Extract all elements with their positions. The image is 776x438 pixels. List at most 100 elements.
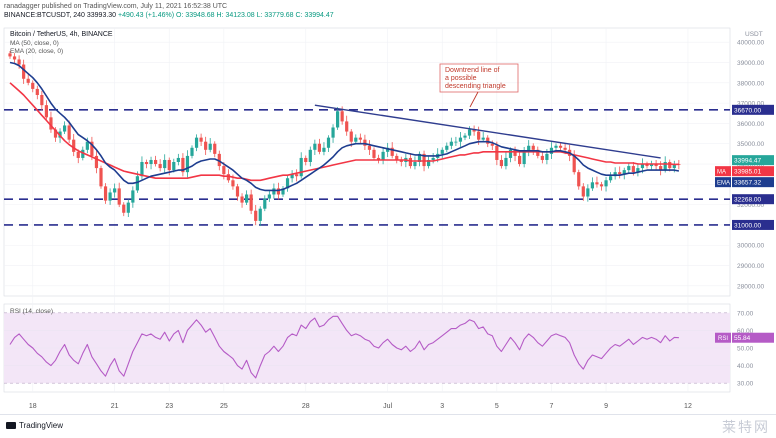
candle-body[interactable] <box>217 153 221 167</box>
candle-body[interactable] <box>563 147 567 150</box>
candle-body[interactable] <box>108 192 112 201</box>
candle-body[interactable] <box>231 180 235 187</box>
candle-body[interactable] <box>358 137 362 140</box>
candle-body[interactable] <box>103 186 108 201</box>
candle-body[interactable] <box>172 162 176 171</box>
candle-body[interactable] <box>481 137 485 140</box>
candle-body[interactable] <box>572 155 576 173</box>
candle-body[interactable] <box>8 53 12 57</box>
candle-body[interactable] <box>26 78 30 83</box>
candle-body[interactable] <box>281 188 285 195</box>
candle-body[interactable] <box>545 153 549 160</box>
candle-body[interactable] <box>163 159 167 169</box>
candle-body[interactable] <box>477 131 481 140</box>
candle-body[interactable] <box>322 147 326 152</box>
candle-body[interactable] <box>558 145 563 148</box>
candle-body[interactable] <box>249 194 253 211</box>
candle-body[interactable] <box>504 157 508 167</box>
downtrend-line[interactable] <box>314 104 661 159</box>
candle-body[interactable] <box>81 149 85 158</box>
candle-body[interactable] <box>213 143 217 154</box>
candle-body[interactable] <box>263 198 267 209</box>
candle-body[interactable] <box>31 82 35 89</box>
candle-body[interactable] <box>472 129 476 132</box>
candle-body[interactable] <box>518 155 522 165</box>
candle-body[interactable] <box>604 180 608 187</box>
candle-body[interactable] <box>245 194 249 203</box>
candle-body[interactable] <box>226 174 230 181</box>
candle-body[interactable] <box>313 143 317 150</box>
candle-body[interactable] <box>659 166 663 171</box>
candle-body[interactable] <box>12 56 17 60</box>
candle-body[interactable] <box>135 176 139 191</box>
candle-body[interactable] <box>345 121 349 132</box>
candle-body[interactable] <box>513 149 517 156</box>
candle-body[interactable] <box>395 155 399 160</box>
candle-body[interactable] <box>76 151 80 158</box>
candle-body[interactable] <box>531 145 535 150</box>
candle-body[interactable] <box>113 188 117 193</box>
candle-body[interactable] <box>290 174 294 179</box>
candle-body[interactable] <box>53 129 58 138</box>
ema20-line[interactable] <box>9 61 680 192</box>
candle-body[interactable] <box>308 149 312 162</box>
candle-body[interactable] <box>440 149 444 154</box>
candle-body[interactable] <box>668 162 672 169</box>
candle-body[interactable] <box>458 137 463 142</box>
candle-body[interactable] <box>258 208 262 221</box>
candle-body[interactable] <box>167 159 171 171</box>
candle-body[interactable] <box>22 64 26 79</box>
candle-body[interactable] <box>235 186 240 197</box>
candle-body[interactable] <box>199 137 203 142</box>
candle-body[interactable] <box>67 125 71 140</box>
candle-body[interactable] <box>367 145 372 150</box>
candle-body[interactable] <box>613 172 617 177</box>
candle-body[interactable] <box>376 157 381 160</box>
candle-body[interactable] <box>340 111 344 122</box>
candle-body[interactable] <box>618 172 622 175</box>
candle-body[interactable] <box>413 162 417 167</box>
candle-body[interactable] <box>331 127 335 138</box>
candle-body[interactable] <box>672 164 676 169</box>
candle-body[interactable] <box>35 88 39 95</box>
candle-body[interactable] <box>317 143 321 152</box>
candle-body[interactable] <box>372 149 376 158</box>
candle-body[interactable] <box>399 159 403 162</box>
candle-body[interactable] <box>581 186 585 197</box>
candle-body[interactable] <box>63 125 67 132</box>
rsi-line[interactable] <box>9 315 679 379</box>
candle-body[interactable] <box>326 137 331 148</box>
candle-body[interactable] <box>422 153 426 167</box>
candle-body[interactable] <box>609 176 613 181</box>
candle-body[interactable] <box>17 59 21 65</box>
candle-body[interactable] <box>636 168 640 173</box>
candle-body[interactable] <box>190 147 194 156</box>
candle-body[interactable] <box>267 194 271 199</box>
candle-body[interactable] <box>508 149 513 158</box>
candle-body[interactable] <box>254 210 258 221</box>
candle-body[interactable] <box>467 129 472 136</box>
candle-body[interactable] <box>431 157 435 160</box>
candle-body[interactable] <box>645 164 649 167</box>
candle-body[interactable] <box>140 162 144 177</box>
candle-body[interactable] <box>208 143 212 150</box>
candle-body[interactable] <box>85 141 89 150</box>
candle-body[interactable] <box>586 188 590 197</box>
candle-body[interactable] <box>622 170 626 175</box>
candle-body[interactable] <box>72 139 76 152</box>
candle-body[interactable] <box>540 155 544 160</box>
candle-body[interactable] <box>595 182 599 185</box>
candle-body[interactable] <box>44 105 48 118</box>
tradingview-logo[interactable]: TradingView <box>6 421 63 430</box>
candle-body[interactable] <box>527 145 531 152</box>
candle-body[interactable] <box>40 95 44 106</box>
candle-body[interactable] <box>417 153 422 162</box>
candle-body[interactable] <box>185 155 190 173</box>
candle-body[interactable] <box>194 137 199 148</box>
candle-body[interactable] <box>204 141 208 150</box>
candle-body[interactable] <box>49 117 53 130</box>
candle-body[interactable] <box>149 159 153 165</box>
candle-body[interactable] <box>181 157 185 173</box>
candle-body[interactable] <box>285 178 290 189</box>
candle-body[interactable] <box>577 172 581 187</box>
